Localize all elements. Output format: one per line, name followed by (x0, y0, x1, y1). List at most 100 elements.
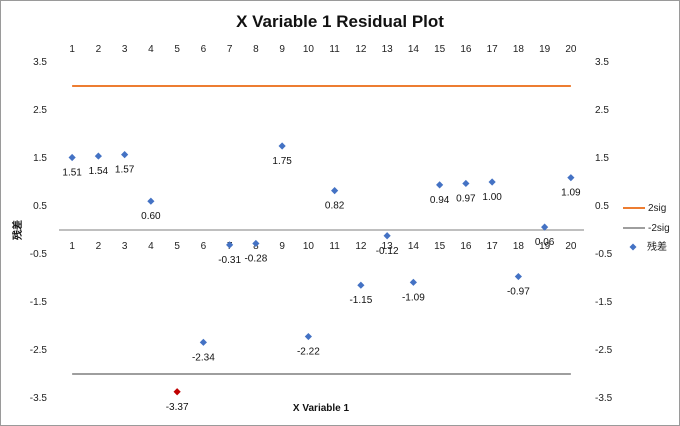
data-label: -2.22 (297, 347, 320, 358)
legend-label: -2sig (648, 223, 670, 234)
x-tick-axis: 10 (303, 241, 315, 252)
y-tick-left: -2.5 (30, 345, 48, 356)
x-tick-top: 14 (408, 44, 420, 55)
legend-label: 残差 (647, 240, 667, 253)
x-tick-top: 13 (382, 44, 394, 55)
data-label: -1.09 (402, 292, 425, 303)
data-point (94, 152, 102, 160)
x-tick-axis: 12 (355, 241, 367, 252)
data-point (199, 338, 207, 346)
data-label: 1.09 (561, 188, 581, 199)
data-label: 0.94 (430, 195, 450, 206)
x-tick-axis: 4 (148, 241, 154, 252)
y-tick-right: -0.5 (595, 249, 613, 260)
y-tick-left: 3.5 (33, 57, 47, 68)
data-point (514, 272, 522, 281)
data-point (409, 278, 417, 286)
legend-label: 2sig (648, 203, 666, 214)
y-tick-left: -3.5 (30, 393, 48, 404)
data-point (173, 388, 181, 396)
y-tick-right: -1.5 (595, 297, 613, 308)
x-tick-top: 12 (355, 44, 367, 55)
y-tick-right: 3.5 (595, 57, 609, 68)
data-point (436, 181, 444, 189)
x-tick-axis: 5 (174, 241, 180, 252)
y-tick-right: -3.5 (595, 393, 613, 404)
data-point (226, 241, 234, 249)
x-tick-top: 11 (329, 44, 340, 55)
y-tick-left: 0.5 (33, 201, 47, 212)
x-tick-top: 20 (565, 44, 577, 55)
x-tick-top: 15 (434, 44, 446, 55)
data-label: 1.51 (62, 168, 82, 179)
x-tick-axis: 6 (201, 241, 207, 252)
data-label: 0.06 (535, 237, 555, 248)
data-label: -0.12 (376, 246, 399, 257)
data-label: -0.97 (507, 287, 530, 298)
x-tick-top: 18 (513, 44, 525, 55)
x-tick-axis: 3 (122, 241, 128, 252)
data-point (331, 187, 339, 195)
x-tick-top: 5 (174, 44, 180, 55)
x-tick-axis: 18 (513, 241, 525, 252)
y-tick-right: 1.5 (595, 153, 609, 164)
y-tick-left: 2.5 (33, 105, 47, 116)
x-tick-axis: 15 (434, 241, 446, 252)
data-point (462, 179, 470, 188)
chart-title: X Variable 1 Residual Plot (236, 12, 444, 31)
x-tick-axis: 2 (96, 241, 102, 252)
y-tick-left: -0.5 (30, 249, 48, 260)
x-tick-top: 6 (201, 44, 207, 55)
y-tick-right: 2.5 (595, 105, 609, 116)
x-tick-top: 7 (227, 44, 233, 55)
x-tick-top: 3 (122, 44, 128, 55)
data-label: 0.82 (325, 201, 345, 212)
x-tick-axis: 1 (69, 241, 75, 252)
data-label: -3.37 (166, 402, 189, 413)
data-point (304, 332, 312, 341)
x-tick-top: 17 (487, 44, 499, 55)
legend: 2sig -2sig 残差 (623, 203, 670, 253)
data-point (68, 153, 76, 162)
data-point (121, 151, 129, 159)
x-tick-axis: 17 (487, 241, 499, 252)
data-point (357, 281, 365, 289)
legend-marker-residual (629, 243, 637, 251)
x-tick-axis: 20 (565, 241, 577, 252)
data-label: -1.15 (349, 295, 372, 306)
x-tick-axis: 19 (539, 241, 551, 252)
data-point (252, 239, 260, 248)
data-point (147, 197, 155, 205)
y-tick-left: -1.5 (30, 297, 48, 308)
data-label: 0.60 (141, 211, 161, 222)
data-point (567, 174, 575, 182)
data-label: 1.57 (115, 165, 135, 176)
x-tick-top: 10 (303, 44, 315, 55)
data-point (278, 142, 286, 150)
x-tick-top: 16 (460, 44, 472, 55)
x-tick-top: 2 (96, 44, 102, 55)
x-tick-axis: 11 (329, 241, 340, 252)
x-tick-axis: 9 (279, 241, 285, 252)
x-tick-top: 1 (69, 44, 75, 55)
x-tick-top: 19 (539, 44, 551, 55)
x-tick-top: 8 (253, 44, 259, 55)
data-label: -2.34 (192, 352, 215, 363)
x-tick-axis: 14 (408, 241, 420, 252)
data-label: 0.97 (456, 193, 476, 204)
x-tick-axis: 13 (382, 241, 394, 252)
data-label: 1.54 (89, 166, 109, 177)
y-axis-title: 残差 (11, 220, 24, 240)
data-point (488, 178, 496, 186)
x-tick-top: 9 (279, 44, 285, 55)
data-label: 1.00 (482, 192, 502, 203)
x-tick-top: 4 (148, 44, 154, 55)
data-point (383, 232, 391, 240)
data-label: 1.75 (272, 156, 292, 167)
data-point (541, 223, 549, 231)
y-tick-right: 0.5 (595, 201, 609, 212)
y-tick-right: -2.5 (595, 345, 613, 356)
data-label: -0.28 (244, 253, 267, 264)
